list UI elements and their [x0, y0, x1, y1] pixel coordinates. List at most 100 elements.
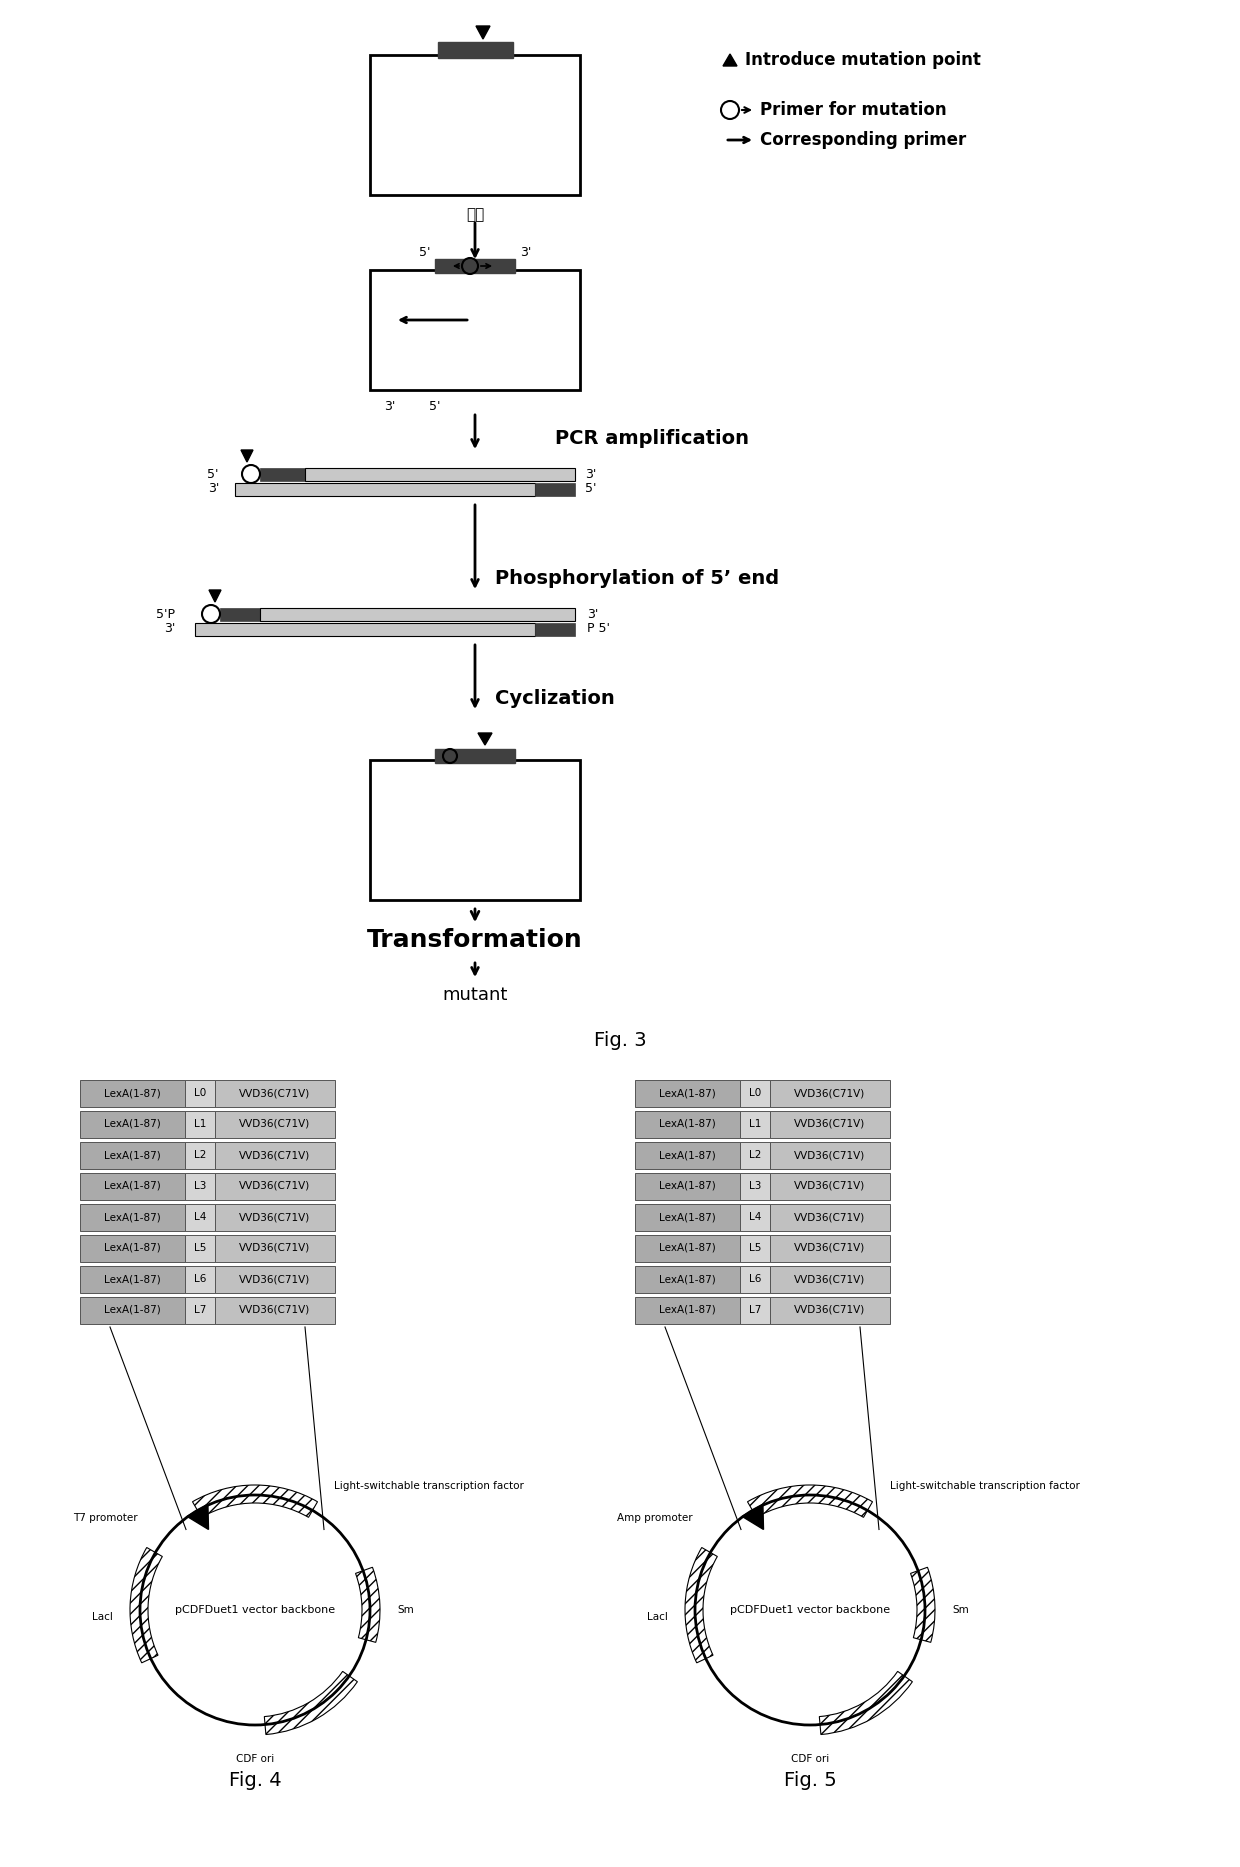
Bar — [185, 1079, 215, 1107]
Wedge shape — [130, 1548, 162, 1663]
Text: LexA(1-87): LexA(1-87) — [104, 1273, 160, 1284]
Text: VVD36(C71V): VVD36(C71V) — [795, 1273, 866, 1284]
Bar — [81, 1204, 185, 1230]
Bar — [236, 484, 534, 497]
Bar — [370, 760, 580, 900]
Text: VVD36(C71V): VVD36(C71V) — [239, 1150, 311, 1159]
Text: L7: L7 — [193, 1305, 206, 1314]
Text: 3': 3' — [207, 482, 219, 495]
Bar — [635, 1111, 740, 1139]
Bar — [770, 1234, 890, 1262]
Text: Transformation: Transformation — [367, 928, 583, 952]
Text: LexA(1-87): LexA(1-87) — [658, 1243, 715, 1253]
Text: CDF ori: CDF ori — [236, 1753, 274, 1764]
Text: mutant: mutant — [443, 986, 507, 1004]
Bar — [195, 624, 534, 637]
Text: LexA(1-87): LexA(1-87) — [104, 1305, 160, 1314]
Bar — [185, 1143, 215, 1169]
Text: 5': 5' — [429, 400, 440, 413]
Bar — [185, 1204, 215, 1230]
Bar — [215, 1111, 335, 1139]
Bar — [635, 1298, 740, 1324]
Text: VVD36(C71V): VVD36(C71V) — [239, 1212, 311, 1223]
Bar — [770, 1079, 890, 1107]
Bar — [81, 1266, 185, 1294]
Text: LacI: LacI — [647, 1613, 668, 1622]
Text: LexA(1-87): LexA(1-87) — [104, 1182, 160, 1191]
Bar — [435, 260, 515, 273]
Text: L3: L3 — [193, 1182, 206, 1191]
Text: L4: L4 — [749, 1212, 761, 1223]
Text: pCDFDuet1 vector backbone: pCDFDuet1 vector backbone — [730, 1606, 890, 1615]
Text: Introduce mutation point: Introduce mutation point — [745, 50, 981, 69]
Text: LexA(1-87): LexA(1-87) — [104, 1243, 160, 1253]
Text: 3': 3' — [585, 467, 596, 480]
Bar — [81, 1172, 185, 1200]
Bar — [770, 1172, 890, 1200]
Bar — [215, 1143, 335, 1169]
Bar — [534, 624, 575, 637]
Text: Fig. 3: Fig. 3 — [594, 1031, 646, 1049]
Text: VVD36(C71V): VVD36(C71V) — [239, 1088, 311, 1098]
Wedge shape — [264, 1671, 357, 1734]
Text: Fig. 5: Fig. 5 — [784, 1770, 836, 1789]
Bar — [635, 1172, 740, 1200]
Text: L5: L5 — [193, 1243, 206, 1253]
Bar — [740, 1172, 770, 1200]
Bar — [740, 1111, 770, 1139]
Bar — [215, 1204, 335, 1230]
Text: LexA(1-87): LexA(1-87) — [104, 1150, 160, 1159]
Text: VVD36(C71V): VVD36(C71V) — [795, 1150, 866, 1159]
Bar — [635, 1143, 740, 1169]
Text: VVD36(C71V): VVD36(C71V) — [239, 1182, 311, 1191]
Text: LexA(1-87): LexA(1-87) — [104, 1088, 160, 1098]
Text: 3': 3' — [164, 622, 175, 635]
Bar — [740, 1298, 770, 1324]
Text: Phosphorylation of 5’ end: Phosphorylation of 5’ end — [495, 568, 779, 588]
Text: L7: L7 — [749, 1305, 761, 1314]
Bar — [219, 609, 260, 622]
Text: L2: L2 — [749, 1150, 761, 1159]
Text: LexA(1-87): LexA(1-87) — [658, 1182, 715, 1191]
Bar — [770, 1298, 890, 1324]
Text: LexA(1-87): LexA(1-87) — [104, 1118, 160, 1130]
Text: Sm: Sm — [397, 1606, 414, 1615]
Text: Light-switchable transcription factor: Light-switchable transcription factor — [335, 1481, 525, 1492]
Text: 5': 5' — [207, 467, 219, 480]
Text: pCDFDuet1 vector backbone: pCDFDuet1 vector backbone — [175, 1606, 335, 1615]
Text: LexA(1-87): LexA(1-87) — [658, 1212, 715, 1223]
Text: VVD36(C71V): VVD36(C71V) — [795, 1182, 866, 1191]
Text: VVD36(C71V): VVD36(C71V) — [795, 1243, 866, 1253]
Bar — [81, 1143, 185, 1169]
Text: 5': 5' — [585, 482, 596, 495]
Text: Fig. 4: Fig. 4 — [228, 1770, 281, 1789]
Bar — [635, 1234, 740, 1262]
Bar — [81, 1234, 185, 1262]
Bar — [770, 1111, 890, 1139]
Text: T7 promoter: T7 promoter — [73, 1512, 138, 1523]
Text: Sm: Sm — [952, 1606, 968, 1615]
Bar — [215, 1172, 335, 1200]
Text: 5': 5' — [419, 245, 430, 258]
Text: Amp promoter: Amp promoter — [616, 1512, 692, 1523]
Bar — [770, 1204, 890, 1230]
Text: L6: L6 — [749, 1273, 761, 1284]
Text: LexA(1-87): LexA(1-87) — [104, 1212, 160, 1223]
Bar — [185, 1172, 215, 1200]
Text: P 5': P 5' — [587, 622, 610, 635]
Text: L1: L1 — [749, 1118, 761, 1130]
Bar — [740, 1143, 770, 1169]
Bar — [81, 1079, 185, 1107]
Bar — [305, 469, 575, 482]
Text: VVD36(C71V): VVD36(C71V) — [795, 1118, 866, 1130]
Polygon shape — [187, 1505, 208, 1529]
Wedge shape — [910, 1566, 935, 1643]
Text: L3: L3 — [749, 1182, 761, 1191]
Text: VVD36(C71V): VVD36(C71V) — [795, 1212, 866, 1223]
Text: L1: L1 — [193, 1118, 206, 1130]
Polygon shape — [723, 54, 737, 65]
Polygon shape — [477, 734, 492, 745]
Text: LexA(1-87): LexA(1-87) — [658, 1088, 715, 1098]
Bar — [370, 271, 580, 390]
Text: L5: L5 — [749, 1243, 761, 1253]
